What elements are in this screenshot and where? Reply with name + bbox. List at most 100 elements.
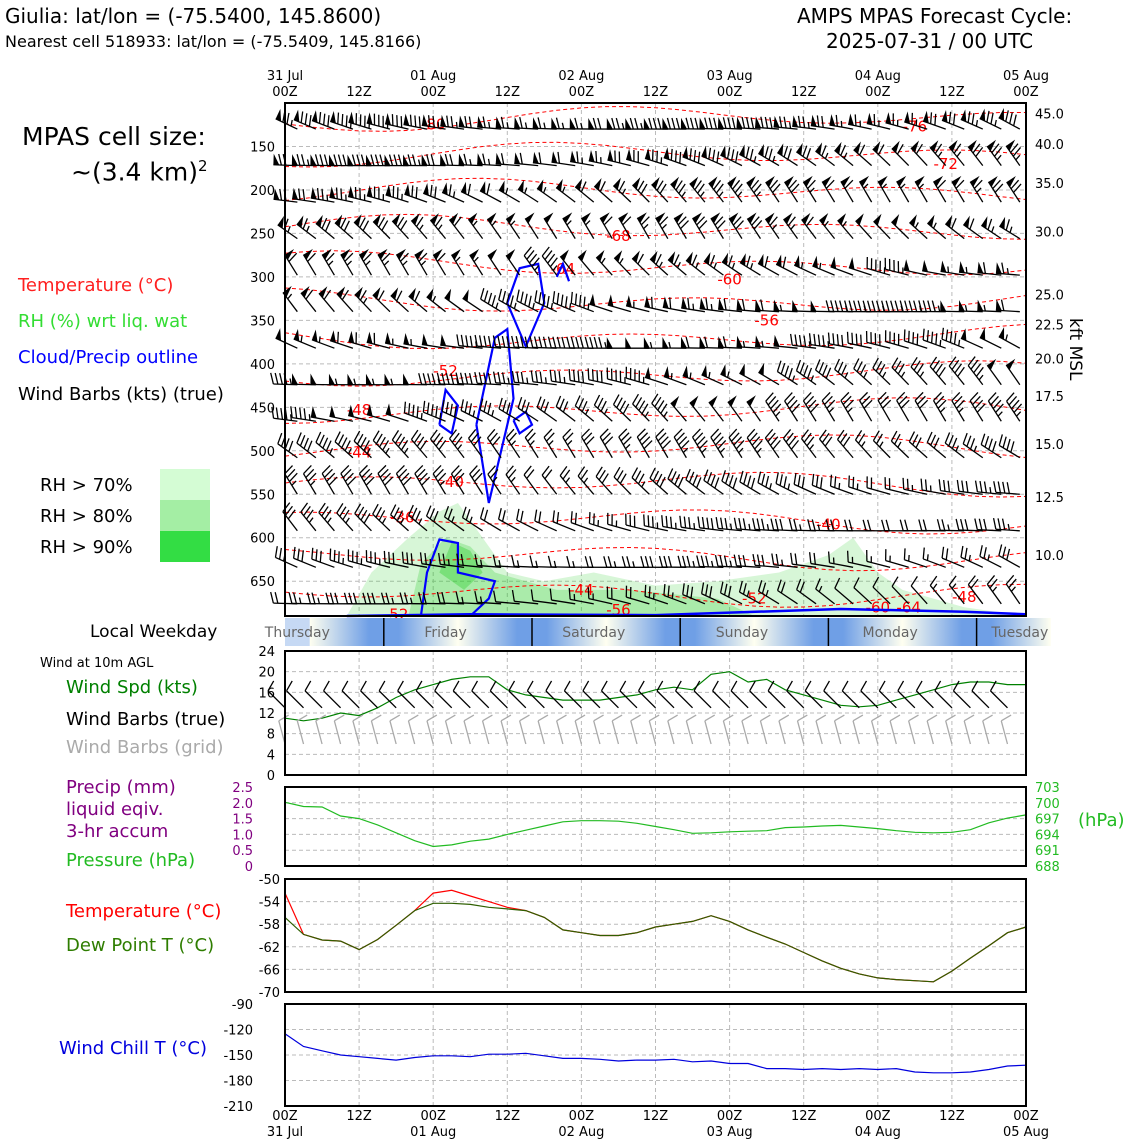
xsec-wind-barb-feather [842, 395, 852, 405]
xsec-wind-barb-feather [796, 578, 802, 590]
xsec-wind-barb-feather [674, 474, 681, 485]
xsec-wind-barb-flag [495, 152, 502, 165]
xsec-wind-barb-feather [821, 116, 824, 128]
xsec-wind-barb-half-feather [790, 224, 796, 230]
xsec-y-tick: 200 [250, 184, 275, 199]
xsec-wind-barb [829, 474, 854, 495]
xsec-wind-barb-feather [437, 472, 447, 482]
xsec-wind-barb-feather [688, 471, 695, 483]
xsec-wind-barb [577, 249, 595, 276]
xsec-wind-barb-feather [318, 434, 325, 446]
xsec-wind-barb-feather [560, 294, 564, 307]
xsec-wind-barb-feather [705, 584, 709, 596]
xsec-wind-barb [589, 293, 613, 313]
xsec-wind-barb-feather [341, 113, 344, 126]
xsec-wind-barb-flag [442, 182, 448, 195]
xsec-wind-barb-staff [543, 217, 558, 239]
xsec-wind-barb [618, 212, 632, 239]
xsec-wind-barb-feather [714, 477, 720, 489]
xsec-wind-barb-flag [403, 113, 410, 126]
xsec-wind-barb-half-feather [729, 560, 733, 567]
wind-barb-grid-feather [834, 714, 845, 722]
xsec-wind-barb-feather [305, 289, 314, 300]
xsec-wind-barb-feather [323, 154, 329, 166]
xsec-wind-barb [682, 146, 706, 167]
xsec-wind-barb-feather [826, 399, 836, 409]
xsec-wind-barb-flag [699, 297, 706, 310]
xsec-wind-barb [536, 396, 558, 422]
xsec-wind-barb-feather [836, 334, 839, 346]
xsec-wind-barb-flag [796, 142, 803, 156]
xsec-wind-barb [383, 550, 409, 568]
xsec-wind-barb-feather [825, 300, 830, 312]
xsec-wind-barb-feather [678, 183, 686, 194]
wind-barb-true-feather [360, 680, 367, 692]
xsec-wind-barb-flag [479, 181, 486, 194]
xsec-wind-barb-half-feather [491, 220, 497, 226]
xsec-wind-barb-feather [992, 517, 997, 530]
xsec-wind-barb-staff [914, 181, 928, 203]
wind-barb-grid-staff [815, 720, 823, 745]
xsec-wind-barb-feather [829, 474, 833, 487]
xsec-wind-barb-flag [347, 373, 354, 385]
xsec-wind-barb-feather [877, 391, 887, 401]
xsec-wind-barb-half-feather [742, 341, 746, 348]
xsec-wind-barb-flag [377, 248, 388, 260]
xsec-wind-barb-feather [483, 400, 488, 413]
wind-barb-true-staff [452, 690, 471, 709]
xsec-wind-barb-flag [275, 328, 282, 341]
xsec-wind-barb-flag [995, 262, 1002, 274]
xsec-wind-barb-staff [321, 473, 335, 495]
xsec-wind-barb-feather [894, 360, 902, 372]
xsec-wind-barb [336, 503, 354, 532]
xsec-wind-barb [721, 252, 743, 276]
xsec-wind-barb-feather [615, 117, 620, 130]
xsec-wind-barb-feather [677, 216, 687, 226]
xsec-wind-barb-flag [830, 256, 837, 269]
xsec-wind-barb-feather [805, 216, 814, 227]
xsec-wind-barb [559, 249, 576, 276]
wind-barb-true-feather [434, 680, 441, 692]
wind-y-tick: 16 [258, 686, 275, 701]
xsec-wind-barb-feather [327, 115, 330, 127]
xsec-wind-barb-feather [745, 146, 750, 159]
xsec-wind-barb-feather [288, 252, 298, 263]
xsec-wind-barb-half-feather [371, 378, 375, 385]
xsec-wind-barb-feather [468, 373, 473, 385]
xsec-wind-barb-feather [897, 363, 905, 375]
xsec-wind-barb-feather [876, 433, 883, 445]
xsec-wind-barb-half-feather [879, 441, 884, 448]
xsec-wind-barb [855, 213, 873, 240]
xsec-wind-barb-feather [667, 468, 674, 480]
xsec-wind-barb-half-feather [290, 119, 293, 127]
xsec-wind-barb-feather [710, 518, 714, 530]
xsec-wind-barb-feather [786, 395, 796, 406]
wind-barb-grid-staff [685, 720, 694, 745]
xsec-wind-barb-staff [673, 436, 687, 459]
xsec-wind-barb [625, 585, 650, 605]
xsec-wind-barb [353, 430, 372, 459]
xsec-wind-barb [438, 552, 465, 568]
xsec-wind-barb-staff [853, 587, 873, 605]
xsec-wind-barb-flag [385, 113, 391, 126]
xsec-wind-barb [736, 335, 761, 349]
xsec-wind-barb-feather [300, 154, 306, 166]
xsec-wind-barb-feather [342, 509, 350, 521]
xsec-wind-barb [998, 434, 1021, 459]
xsec-wind-barb-feather [311, 592, 316, 604]
xsec-wind-barb-feather [696, 216, 706, 226]
xsec-wind-barb-flag [859, 175, 870, 187]
wind-barb-true-staff [471, 690, 490, 709]
xsec-wind-barb-feather [935, 363, 943, 374]
xsec-wind-barb-feather [324, 509, 332, 520]
xsec-wind-barb-flag [625, 337, 632, 349]
xsec-wind-barb-staff [302, 473, 317, 495]
xsec-wind-barb-staff [655, 436, 669, 459]
xsec-wind-barb-flag [930, 140, 939, 152]
xsec-wind-barb-flag [421, 114, 428, 127]
xsec-wind-barb-feather [577, 466, 586, 477]
xsec-wind-barb-feather [913, 300, 918, 312]
xsec-wind-barb-feather [715, 436, 724, 446]
xsec-wind-barb [815, 578, 835, 605]
xsec-wind-barb-feather [411, 185, 414, 197]
